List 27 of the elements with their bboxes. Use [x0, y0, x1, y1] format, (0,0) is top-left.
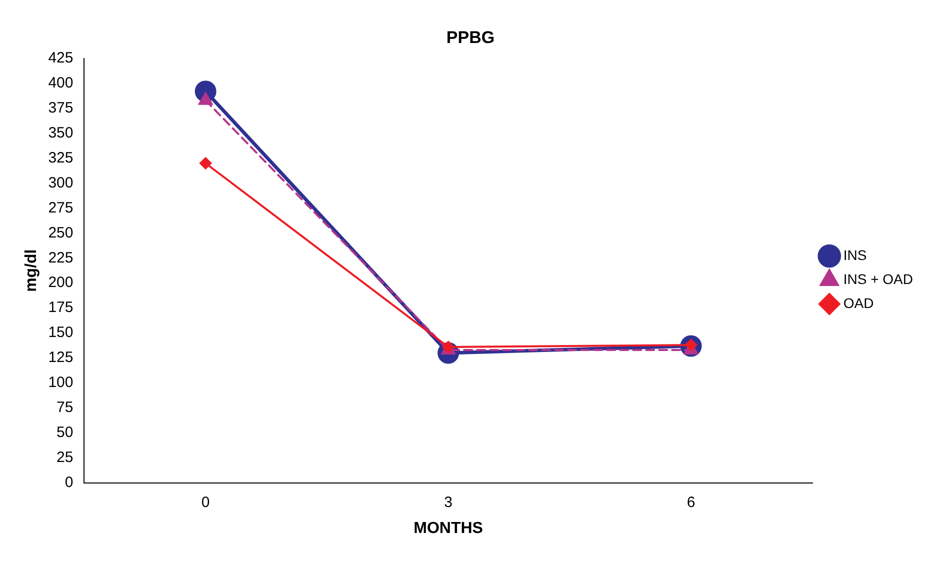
y-tick-label: 375 — [48, 99, 74, 116]
y-tick-label: 0 — [64, 474, 74, 491]
y-tick-label: 50 — [56, 424, 74, 442]
x-tick-label: 6 — [686, 494, 696, 511]
y-tick-label: 400 — [48, 74, 74, 92]
y-tick-label: 100 — [48, 374, 74, 392]
x-tick-label: 0 — [201, 494, 210, 511]
chart-title: PPBG — [446, 28, 495, 47]
y-tick-label: 225 — [48, 249, 74, 266]
legend-label: OAD — [843, 294, 874, 311]
y-tick-label: 175 — [48, 299, 74, 316]
legend-label: INS + OAD — [843, 270, 914, 287]
y-tick-label: 425 — [48, 50, 74, 67]
x-axis-title: MONTHS — [414, 520, 484, 537]
y-tick-label: 200 — [48, 274, 74, 292]
y-tick-label: 275 — [48, 199, 74, 216]
x-tick-label: 3 — [444, 494, 452, 511]
y-tick-label: 350 — [48, 124, 74, 142]
legend-label: INS — [843, 246, 867, 263]
y-tick-label: 300 — [48, 174, 74, 192]
y-tick-label: 150 — [48, 324, 74, 342]
y-tick-label: 250 — [48, 224, 74, 242]
y-tick-label: 325 — [48, 149, 74, 166]
y-tick-label: 75 — [56, 399, 74, 416]
y-tick-label: 25 — [56, 448, 74, 466]
y-tick-label: 125 — [48, 349, 74, 366]
y-axis-title: mg/dl — [23, 249, 40, 292]
